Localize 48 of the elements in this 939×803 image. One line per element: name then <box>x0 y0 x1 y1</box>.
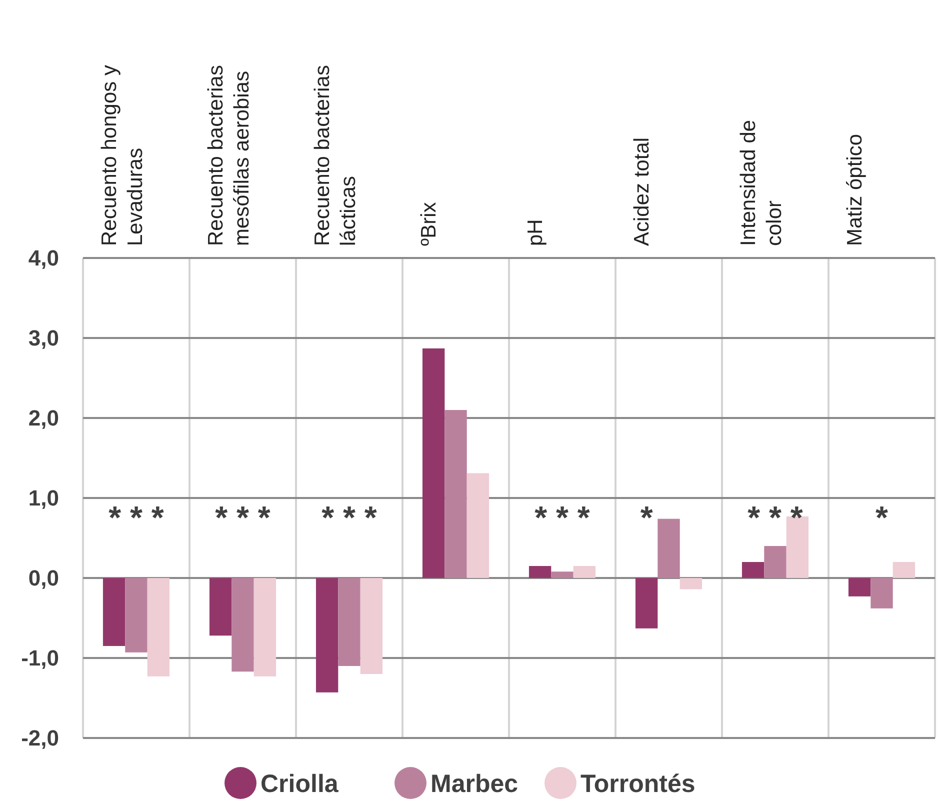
bar <box>254 578 276 676</box>
annotation: * * * <box>748 499 804 536</box>
annotation: * * * <box>215 499 271 536</box>
x-tick-label: Matiz óptico <box>844 134 866 246</box>
annotation: * * * <box>322 499 378 536</box>
bar <box>848 578 871 596</box>
bar <box>466 473 490 578</box>
annotation: * * * <box>534 499 590 536</box>
x-tick-label: Recuento hongos y Levaduras <box>98 64 147 246</box>
y-tick-label: -2,0 <box>21 726 59 751</box>
y-tick-label: 2,0 <box>28 406 59 431</box>
bar <box>635 578 658 628</box>
bar <box>870 578 893 608</box>
x-tick-label: Recuento bacterias lácticas <box>311 65 360 246</box>
x-tick-label: Recuento bacterias mesófilas aerobias <box>204 65 254 246</box>
bar <box>573 566 596 578</box>
annotation: * * * <box>108 499 164 536</box>
legend-label: Torrontés <box>580 770 696 798</box>
y-tick-label: 3,0 <box>28 326 59 351</box>
bar <box>209 578 232 636</box>
y-tick-label: -1,0 <box>21 646 59 671</box>
x-tick-label: ºBrix <box>418 202 440 246</box>
annotation: * <box>640 499 654 536</box>
bar <box>338 578 360 666</box>
y-tick-label: 1,0 <box>28 486 59 511</box>
bar <box>422 348 445 578</box>
bar <box>551 572 574 578</box>
bar <box>102 578 126 646</box>
legend-label: Marbec <box>430 770 518 798</box>
bar <box>316 578 338 692</box>
y-tick-label: 0,0 <box>28 566 59 591</box>
bar <box>764 546 786 578</box>
bar <box>360 578 383 674</box>
bar <box>742 562 764 578</box>
bar <box>892 562 916 578</box>
bar <box>232 578 254 672</box>
bar <box>444 410 467 578</box>
x-tick-label: pH <box>524 219 547 246</box>
bar <box>147 578 170 676</box>
bar <box>528 566 552 578</box>
x-tick-label: Intensidad de color <box>737 120 786 246</box>
x-tick-label: Acidez total <box>630 137 654 246</box>
bar <box>658 518 680 578</box>
legend-label: Criolla <box>260 770 340 798</box>
y-tick-label: 4,0 <box>28 246 59 271</box>
bar <box>125 578 148 652</box>
bar <box>680 578 702 590</box>
annotation: * <box>876 499 889 536</box>
